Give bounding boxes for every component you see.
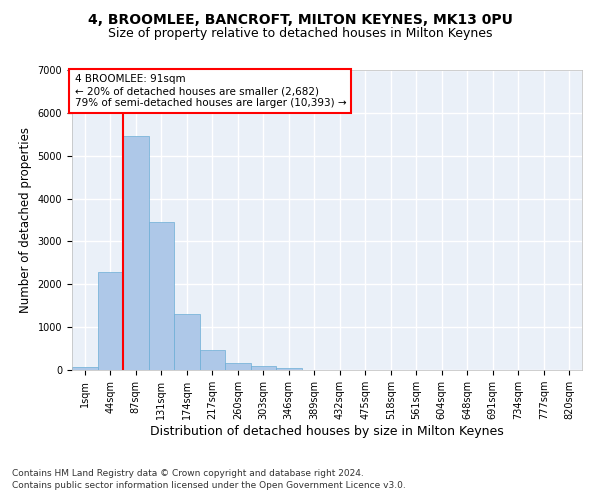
Bar (97, 272, 123, 370)
Y-axis label: Number of detached properties: Number of detached properties (19, 127, 32, 313)
Bar (123, 136, 149, 370)
Bar (251, 366, 276, 370)
Text: Size of property relative to detached houses in Milton Keynes: Size of property relative to detached ho… (108, 28, 492, 40)
Bar (225, 363, 251, 370)
Bar (199, 350, 225, 370)
Bar (174, 314, 199, 370)
Text: 4, BROOMLEE, BANCROFT, MILTON KEYNES, MK13 0PU: 4, BROOMLEE, BANCROFT, MILTON KEYNES, MK… (88, 12, 512, 26)
Bar (72, 367, 97, 370)
Bar (276, 368, 302, 370)
X-axis label: Distribution of detached houses by size in Milton Keynes: Distribution of detached houses by size … (150, 425, 504, 438)
Bar (149, 222, 174, 370)
Text: Contains HM Land Registry data © Crown copyright and database right 2024.: Contains HM Land Registry data © Crown c… (12, 468, 364, 477)
Text: 4 BROOMLEE: 91sqm
← 20% of detached houses are smaller (2,682)
79% of semi-detac: 4 BROOMLEE: 91sqm ← 20% of detached hous… (74, 74, 346, 108)
Text: Contains public sector information licensed under the Open Government Licence v3: Contains public sector information licen… (12, 481, 406, 490)
